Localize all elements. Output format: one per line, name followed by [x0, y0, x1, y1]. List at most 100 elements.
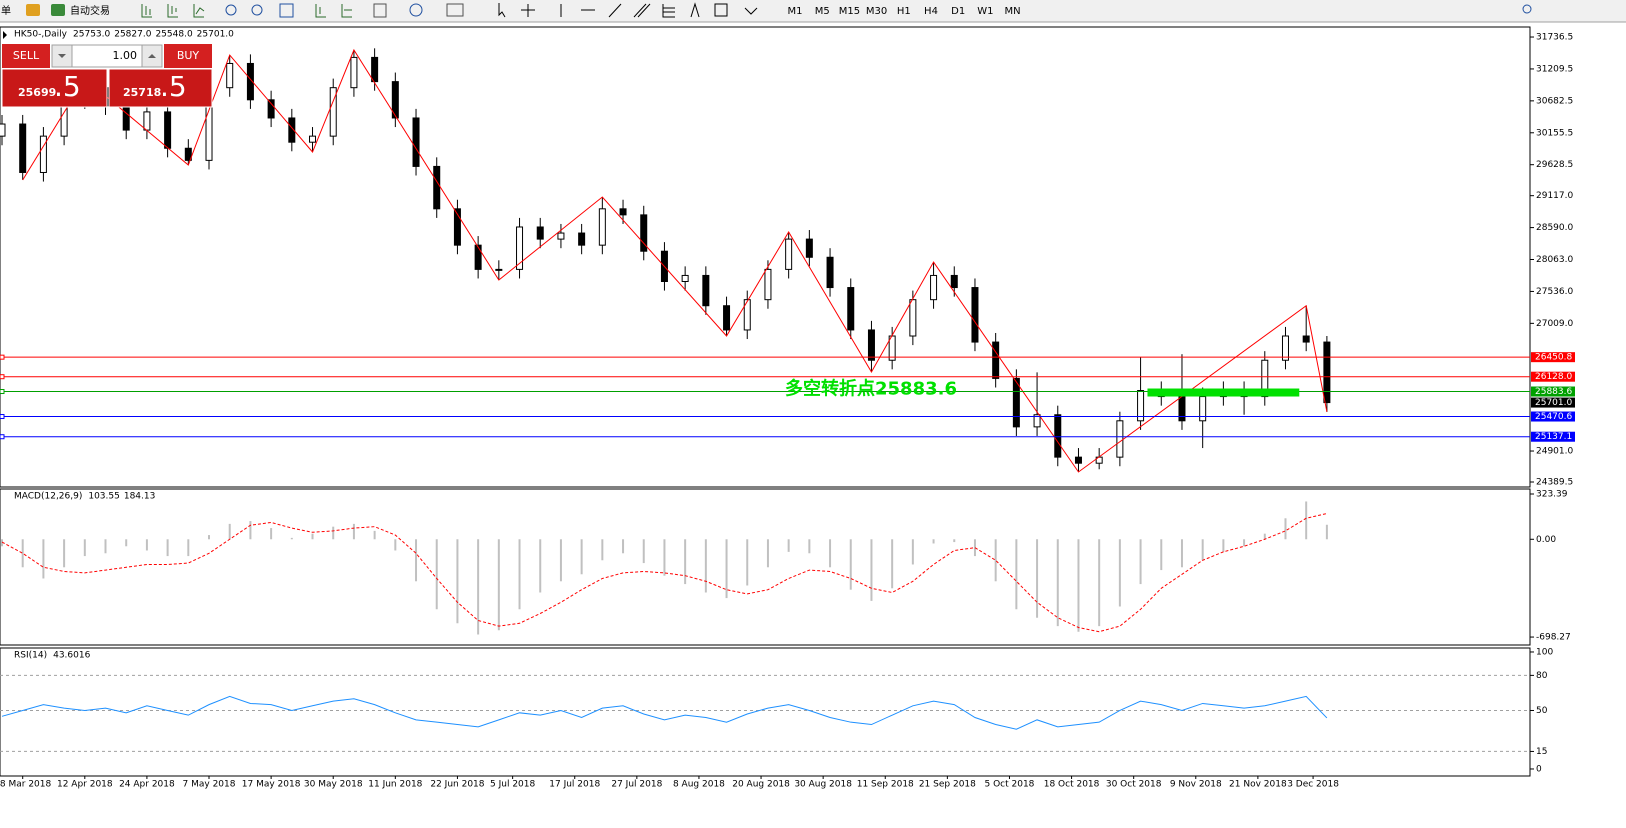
icon[interactable] — [251, 4, 263, 16]
autotrade-button[interactable]: 自动交易 — [70, 4, 110, 17]
icon[interactable] — [446, 3, 464, 17]
icon[interactable] — [690, 2, 700, 18]
level-label: 25701.0 — [1535, 398, 1572, 408]
y-tick-label: 30155.5 — [1536, 128, 1573, 138]
ask-box[interactable] — [108, 68, 213, 108]
x-tick-label: 12 Apr 2018 — [57, 780, 113, 790]
chart-area: 31736.5 31209.5 30682.5 30155.5 29628.5 29117… — [0, 26, 1575, 790]
x-tick-label: 5 Jul 2018 — [490, 780, 535, 790]
candle-body — [764, 268, 772, 301]
candle-body — [1012, 377, 1020, 428]
icon[interactable] — [744, 7, 758, 15]
panel-title: HK50-,Daily — [14, 30, 68, 40]
menu-item[interactable]: 单 — [1, 5, 11, 17]
timeframe-button[interactable]: M15 — [839, 6, 860, 17]
search-icon[interactable] — [1522, 4, 1532, 14]
candle-body — [19, 123, 27, 173]
y-tick-label: 24389.5 — [1536, 478, 1573, 488]
timeframe-button[interactable]: M30 — [866, 6, 887, 17]
toolbar-bg — [0, 0, 1626, 22]
timeframe-button[interactable]: M1 — [788, 6, 803, 17]
candle-body — [1074, 456, 1082, 464]
icon[interactable] — [373, 3, 387, 18]
candle-body — [0, 123, 6, 137]
lot-value[interactable]: 1.00 — [113, 49, 138, 62]
header-value: 25827.0 — [114, 30, 151, 40]
buy-button[interactable] — [164, 44, 212, 68]
candle-body — [805, 238, 813, 258]
x-tick-label: 8 Aug 2018 — [673, 780, 725, 790]
signal-line — [1, 513, 1328, 633]
icon[interactable] — [141, 4, 152, 18]
icon[interactable] — [662, 4, 675, 18]
header-value: 25753.0 — [73, 30, 110, 40]
bid-fraction[interactable]: .5 — [54, 70, 81, 103]
x-tick-label: 24 Apr 2018 — [119, 780, 175, 790]
timeframe-button[interactable]: H1 — [897, 6, 911, 17]
x-tick-label: 20 Aug 2018 — [732, 780, 790, 790]
candle-body — [826, 256, 834, 289]
candle-body — [1281, 335, 1289, 361]
icon[interactable] — [714, 3, 728, 17]
candle-body — [598, 208, 606, 246]
y-tick-label: 29117.0 — [1536, 191, 1573, 201]
candle-body — [930, 274, 938, 301]
candle-body — [578, 232, 586, 246]
timeframe-button[interactable]: D1 — [951, 6, 965, 17]
icon[interactable] — [341, 4, 352, 18]
icon[interactable] — [498, 3, 506, 18]
candle-body — [164, 111, 172, 149]
zigzag-line — [22, 48, 1328, 473]
rsi-line — [1, 695, 1328, 730]
icon[interactable] — [279, 3, 294, 18]
candle-body — [350, 56, 358, 89]
icon[interactable] — [315, 4, 326, 18]
x-tick-label: 17 Jul 2018 — [549, 780, 600, 790]
icon[interactable] — [167, 4, 178, 18]
candle-body — [723, 305, 731, 331]
candle-body — [909, 299, 917, 337]
y-tick-label: 100 — [1536, 647, 1553, 657]
timeframe-button[interactable]: M5 — [815, 6, 830, 17]
x-tick-label: 28 Mar 2018 — [0, 780, 52, 790]
candle-body — [950, 274, 958, 289]
autotrade-icon[interactable] — [51, 4, 65, 16]
panel-title: RSI(14) — [14, 651, 47, 661]
bid-box[interactable] — [1, 68, 108, 108]
y-tick-label: 15 — [1536, 747, 1547, 757]
candle-body — [226, 62, 234, 89]
icon[interactable] — [225, 4, 237, 16]
y-tick-label: 80 — [1536, 671, 1548, 681]
icon[interactable] — [521, 4, 535, 17]
icon[interactable] — [409, 3, 423, 17]
y-tick-label: 27009.0 — [1536, 319, 1573, 329]
candle-body — [246, 62, 254, 101]
candle-body — [1199, 396, 1207, 422]
level-label: 25470.6 — [1535, 412, 1572, 422]
icon[interactable] — [608, 3, 622, 18]
panel-border — [0, 647, 1531, 777]
timeframe-button[interactable]: H4 — [924, 6, 938, 17]
level-label-bg — [1531, 397, 1575, 408]
sell-label[interactable]: SELL — [13, 49, 40, 62]
sell-button[interactable] — [2, 44, 50, 68]
timeframe-button[interactable]: W1 — [977, 6, 993, 17]
icon[interactable] — [633, 3, 651, 18]
x-tick-label: 22 Jun 2018 — [430, 780, 484, 790]
level-label-bg — [1531, 371, 1575, 382]
bid-price[interactable]: 25699 — [18, 86, 56, 99]
ask-fraction[interactable]: .5 — [160, 70, 187, 103]
x-tick-label: 17 May 2018 — [242, 780, 301, 790]
level-anchor — [0, 389, 5, 395]
icon[interactable] — [26, 4, 40, 16]
candle-body — [495, 268, 503, 271]
ask-price[interactable]: 25718 — [123, 86, 161, 99]
candle-body — [1033, 414, 1041, 428]
buy-label[interactable]: BUY — [177, 49, 200, 62]
icon[interactable] — [193, 4, 205, 18]
header-value: 25701.0 — [197, 30, 234, 40]
timeframe-button[interactable]: MN — [1005, 6, 1021, 17]
level-anchor — [0, 434, 5, 440]
annotation: 多空转折点25883.6 — [785, 378, 957, 400]
candle-body — [1116, 420, 1124, 458]
